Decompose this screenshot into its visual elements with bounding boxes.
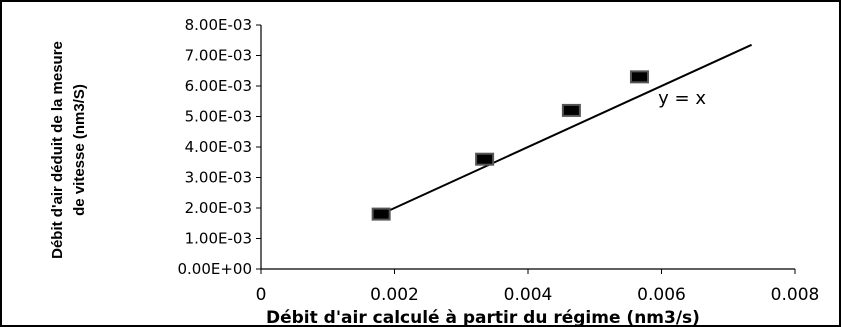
- y-tick-group: 0.00E+00 1.00E-03 2.00E-03 3.00E-03 4.00E-03…: [177, 16, 261, 278]
- data-point: [475, 152, 495, 166]
- y-tick-label: 6.00E-03: [185, 77, 252, 95]
- y-tick-label: 7.00E-03: [185, 47, 252, 65]
- x-tick-label: 0.004: [504, 285, 553, 305]
- data-point: [629, 70, 649, 84]
- y-tick-label: 3.00E-03: [185, 169, 252, 187]
- x-tick-group: 0 0.002 0.004 0.006 0.008: [256, 269, 820, 305]
- y-tick-label: 4.00E-03: [185, 138, 252, 156]
- y-tick-label: 2.00E-03: [185, 199, 252, 217]
- data-points: [371, 70, 649, 221]
- x-tick-label: 0.002: [370, 285, 419, 305]
- x-tick-label: 0: [256, 285, 267, 305]
- x-tick-label: 0.006: [637, 285, 686, 305]
- y-tick-label: 8.00E-03: [185, 16, 252, 34]
- y-axis-title-line-1: Débit d'air déduit de la mesure: [49, 41, 66, 259]
- annotation-label: y = x: [658, 88, 706, 109]
- y-axis-title: Débit d'air déduit de la mesure de vites…: [49, 41, 88, 259]
- y-tick-label: 1.00E-03: [185, 230, 252, 248]
- y-axis-title-line-2: de vitesse (nm3/S): [71, 84, 88, 216]
- y-tick-label: 0.00E+00: [177, 260, 252, 278]
- reference-line: [380, 43, 753, 216]
- x-axis-title: Débit d'air calculé à partir du régime (…: [266, 308, 700, 327]
- data-point: [371, 207, 391, 221]
- x-tick-label: 0.008: [771, 285, 820, 305]
- data-point: [561, 103, 581, 117]
- y-tick-label: 5.00E-03: [185, 108, 252, 126]
